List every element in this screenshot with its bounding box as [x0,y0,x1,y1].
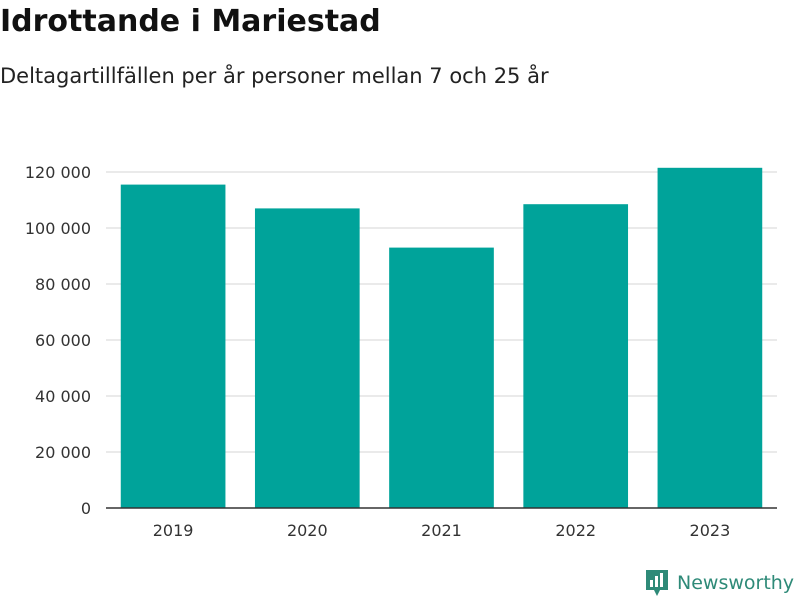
x-tick-label: 2021 [421,521,462,540]
bar [254,208,360,508]
bar-chart: 0 20 000 40 000 60 000 80 000 100 000 120 000 2… [25,163,777,540]
brand-name: Newsworthy [677,572,795,594]
x-tick-label: 2023 [690,521,731,540]
chart-subtitle: Deltagartillfällen per år personer mella… [0,64,549,88]
bar [120,184,226,508]
y-tick-label: 100 000 [25,219,91,238]
bar [657,167,763,509]
chart-title: Idrottande i Mariestad [0,4,381,39]
y-tick-label: 40 000 [35,387,91,406]
bar [389,247,494,508]
y-tick-label: 60 000 [35,331,91,350]
axes: 0 20 000 40 000 60 000 80 000 100 000 120 000 2… [25,163,777,540]
x-tick-label: 2019 [153,521,194,540]
y-tick-label: 120 000 [25,163,91,182]
bars [120,167,763,509]
y-tick-label: 0 [81,499,91,518]
x-tick-label: 2020 [287,521,328,540]
y-tick-label: 20 000 [35,443,91,462]
y-tick-label: 80 000 [35,275,91,294]
newsworthy-logo: Newsworthy [644,568,794,598]
bar [523,204,629,508]
bar-chart-badge-icon [646,570,668,596]
x-tick-label: 2022 [555,521,596,540]
